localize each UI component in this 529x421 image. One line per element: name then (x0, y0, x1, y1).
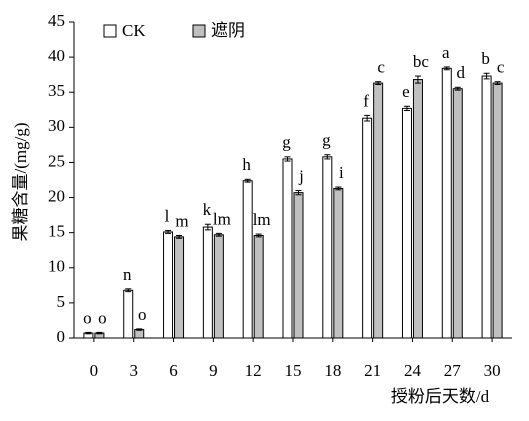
significance-letter: k (203, 200, 212, 219)
error-bar (204, 223, 211, 231)
legend-label: CK (122, 21, 146, 40)
significance-letter: n (123, 265, 132, 284)
error-bar (364, 114, 371, 122)
significance-letter: c (377, 58, 385, 77)
legend-swatch (103, 24, 117, 38)
significance-letter: b (481, 49, 490, 68)
bar (333, 187, 344, 339)
significance-letter: o (83, 308, 92, 327)
y-tick-label: 30 (48, 116, 65, 135)
bar (242, 180, 253, 339)
significance-letter: f (363, 91, 369, 110)
bar (412, 79, 423, 339)
error-bar (443, 66, 450, 71)
significance-letter: g (322, 131, 331, 150)
y-axis-label: 果糖含量/(mg/g) (11, 123, 30, 242)
y-tick-label: 10 (48, 257, 65, 276)
significance-letter: d (457, 63, 466, 82)
legend-label: 遮阴 (211, 21, 245, 40)
x-tick-label: 12 (245, 361, 262, 380)
error-bar (483, 72, 490, 80)
bar (481, 75, 492, 339)
error-bar (375, 81, 382, 85)
significance-letter: o (98, 308, 107, 327)
y-tick-label: 20 (48, 186, 65, 205)
significance-letter: o (138, 305, 147, 324)
y-tick-label: 0 (57, 327, 66, 346)
x-tick-label: 0 (90, 361, 99, 380)
significance-letter: lm (253, 210, 271, 229)
bar (401, 107, 412, 339)
error-bar (85, 331, 92, 335)
error-bar (125, 288, 132, 293)
error-bar (215, 232, 222, 237)
bar (282, 158, 293, 339)
error-bar (96, 331, 103, 335)
significance-letter: bc (413, 52, 430, 71)
x-tick-label: 6 (169, 361, 178, 380)
error-bar (284, 156, 291, 162)
bar (362, 117, 373, 339)
bar (322, 156, 333, 339)
error-bar (244, 178, 251, 183)
significance-letter: m (175, 211, 188, 230)
error-bar (165, 230, 172, 234)
significance-letter: h (242, 155, 251, 174)
error-bar (403, 105, 410, 111)
y-tick-label: 25 (48, 151, 65, 170)
y-tick-label: 5 (57, 292, 66, 311)
error-bar (494, 81, 501, 85)
bar (373, 82, 384, 339)
y-tick-label: 45 (48, 11, 65, 30)
significance-letter: e (402, 82, 410, 101)
x-tick-label: 30 (484, 361, 501, 380)
error-bar (295, 190, 302, 196)
significance-letter: c (497, 58, 505, 77)
error-bar (324, 154, 331, 160)
bar (202, 226, 213, 339)
bar (134, 329, 145, 339)
x-tick-label: 3 (129, 361, 138, 380)
x-tick-label: 24 (404, 361, 422, 380)
bar (253, 234, 264, 339)
significance-letter: i (339, 163, 344, 182)
bar (441, 67, 452, 339)
significance-letter: a (442, 43, 450, 62)
x-axis-label: 授粉后天数/d (391, 387, 490, 406)
x-tick-label: 18 (324, 361, 341, 380)
error-bar (176, 234, 183, 239)
y-tick-label: 40 (48, 46, 65, 65)
legend-swatch (192, 24, 206, 38)
bar (293, 192, 304, 339)
significance-letter: lm (213, 209, 231, 228)
bar (123, 289, 134, 339)
x-tick-label: 27 (444, 361, 462, 380)
y-tick-label: 35 (48, 81, 65, 100)
significance-letter: j (298, 166, 304, 185)
error-bar (335, 186, 342, 191)
x-tick-label: 15 (285, 361, 302, 380)
bar (452, 88, 463, 339)
error-bar (414, 75, 421, 84)
y-tick-label: 15 (48, 222, 65, 241)
bar (174, 236, 185, 339)
significance-letter: g (282, 133, 291, 152)
x-tick-label: 21 (364, 361, 381, 380)
bar (163, 231, 174, 339)
x-tick-label: 9 (209, 361, 218, 380)
error-bar (255, 233, 262, 238)
significance-letter: l (165, 206, 170, 225)
bar (492, 82, 503, 339)
error-bar (136, 328, 143, 331)
error-bar (454, 86, 461, 91)
bar (213, 234, 224, 339)
